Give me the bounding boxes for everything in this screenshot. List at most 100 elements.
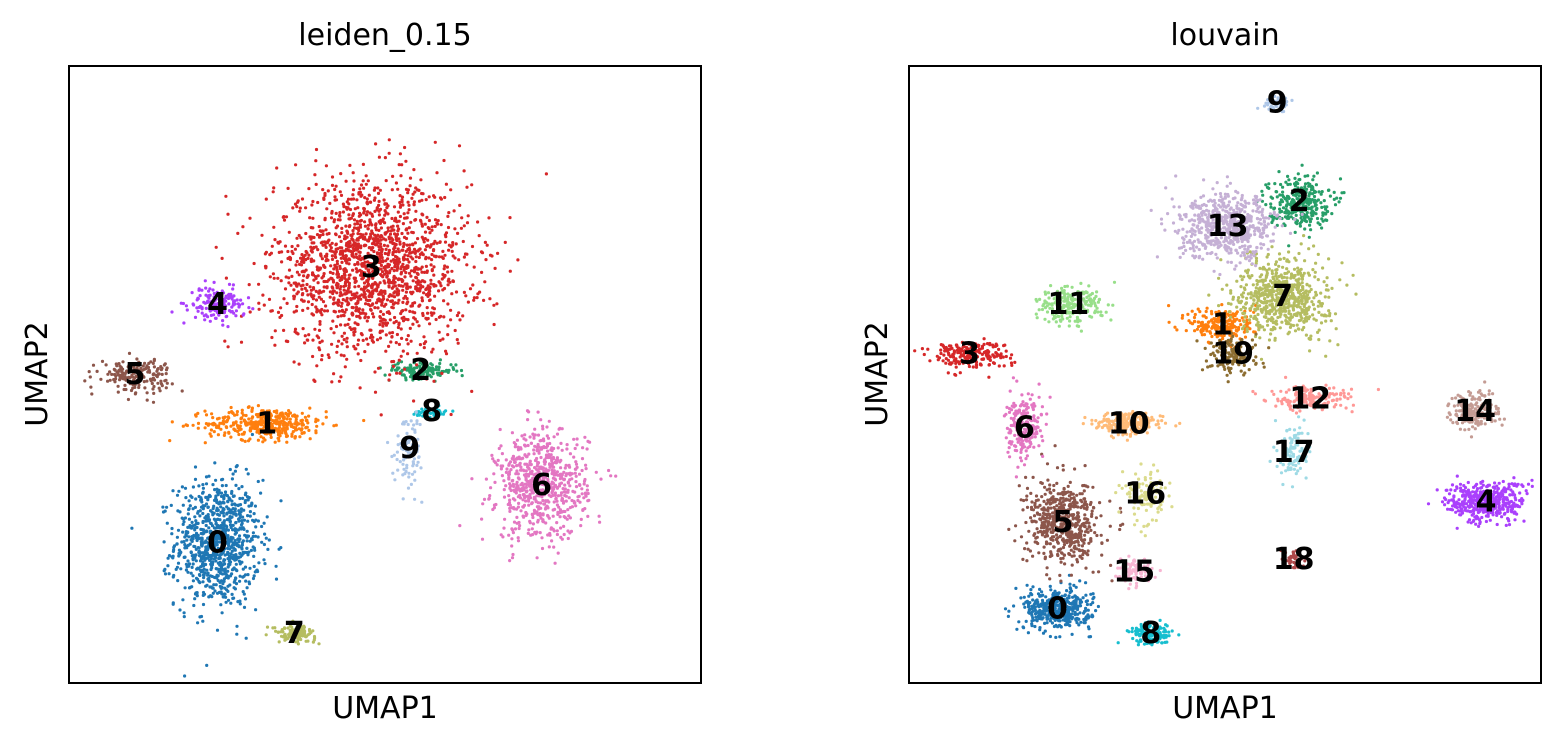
data-point xyxy=(433,195,437,199)
data-point xyxy=(492,472,496,476)
data-point xyxy=(402,467,406,471)
data-point xyxy=(152,391,156,395)
data-point xyxy=(134,369,138,373)
data-point xyxy=(211,541,215,545)
data-point xyxy=(343,323,347,327)
data-point xyxy=(222,558,226,562)
data-point xyxy=(334,184,338,188)
data-point xyxy=(363,220,367,224)
data-point xyxy=(1014,586,1018,591)
data-point xyxy=(304,249,308,254)
data-point xyxy=(409,220,413,224)
data-point xyxy=(211,416,215,420)
data-point xyxy=(420,375,424,379)
data-point xyxy=(211,288,215,292)
data-point xyxy=(235,424,240,428)
data-point xyxy=(487,216,491,220)
data-point xyxy=(186,559,190,563)
data-point xyxy=(342,205,346,209)
data-point xyxy=(374,223,378,227)
data-point xyxy=(529,441,534,445)
data-point xyxy=(222,519,226,523)
data-point xyxy=(487,496,491,501)
data-point xyxy=(228,547,232,551)
data-point xyxy=(314,182,318,186)
data-point xyxy=(383,213,387,217)
data-point xyxy=(398,460,402,464)
data-point xyxy=(358,316,362,320)
data-point xyxy=(1047,606,1051,610)
data-point xyxy=(424,369,428,373)
data-point xyxy=(344,299,348,303)
data-point xyxy=(116,373,120,377)
data-point xyxy=(363,224,367,228)
data-point xyxy=(465,263,469,267)
data-point xyxy=(338,211,342,215)
data-point xyxy=(427,406,431,410)
data-point xyxy=(110,372,114,376)
data-point xyxy=(231,283,235,287)
data-point xyxy=(1078,604,1083,608)
data-point xyxy=(420,198,424,202)
data-point xyxy=(550,539,554,543)
data-point xyxy=(249,420,253,424)
data-point xyxy=(431,306,435,310)
data-point xyxy=(351,188,356,192)
data-point xyxy=(88,375,92,379)
data-point xyxy=(192,556,196,560)
data-point xyxy=(545,483,549,487)
data-point xyxy=(430,258,434,262)
data-point xyxy=(1021,625,1025,629)
data-point xyxy=(307,333,311,337)
data-point xyxy=(213,530,218,534)
data-point xyxy=(411,464,415,468)
data-point xyxy=(554,496,558,501)
data-point xyxy=(526,531,530,536)
data-point xyxy=(586,514,590,519)
data-point xyxy=(519,457,524,461)
data-point xyxy=(224,595,228,599)
data-point xyxy=(408,176,413,180)
data-point xyxy=(231,528,235,532)
data-point xyxy=(465,221,470,225)
data-point xyxy=(384,179,388,183)
data-point xyxy=(128,382,132,386)
data-point xyxy=(214,583,218,587)
data-point xyxy=(499,444,503,448)
data-point xyxy=(223,532,227,536)
data-point xyxy=(460,216,464,220)
data-point xyxy=(241,225,245,229)
data-point xyxy=(418,247,422,251)
data-point xyxy=(228,467,232,472)
data-point xyxy=(225,425,229,430)
data-point xyxy=(263,423,267,427)
data-point xyxy=(559,491,564,495)
data-point xyxy=(1071,601,1075,605)
data-point xyxy=(462,290,466,294)
data-point xyxy=(1033,624,1037,629)
data-point xyxy=(565,517,569,521)
data-point xyxy=(197,546,201,550)
data-point xyxy=(516,476,521,480)
data-point xyxy=(401,203,405,207)
data-point xyxy=(200,500,204,504)
data-point xyxy=(296,244,300,248)
data-point xyxy=(568,506,573,510)
data-point xyxy=(1075,621,1079,625)
data-point xyxy=(219,510,223,514)
data-point xyxy=(414,259,418,264)
data-point xyxy=(438,240,442,244)
data-point xyxy=(392,295,397,299)
data-point xyxy=(1064,600,1068,604)
data-point xyxy=(405,243,409,247)
data-point xyxy=(508,559,512,563)
data-point xyxy=(322,264,326,269)
data-point xyxy=(546,436,551,440)
data-point xyxy=(254,608,258,612)
data-point xyxy=(521,498,525,502)
data-point xyxy=(447,248,451,252)
data-point xyxy=(330,285,334,289)
data-point xyxy=(371,270,375,274)
data-point xyxy=(582,496,586,500)
data-point xyxy=(218,518,222,522)
